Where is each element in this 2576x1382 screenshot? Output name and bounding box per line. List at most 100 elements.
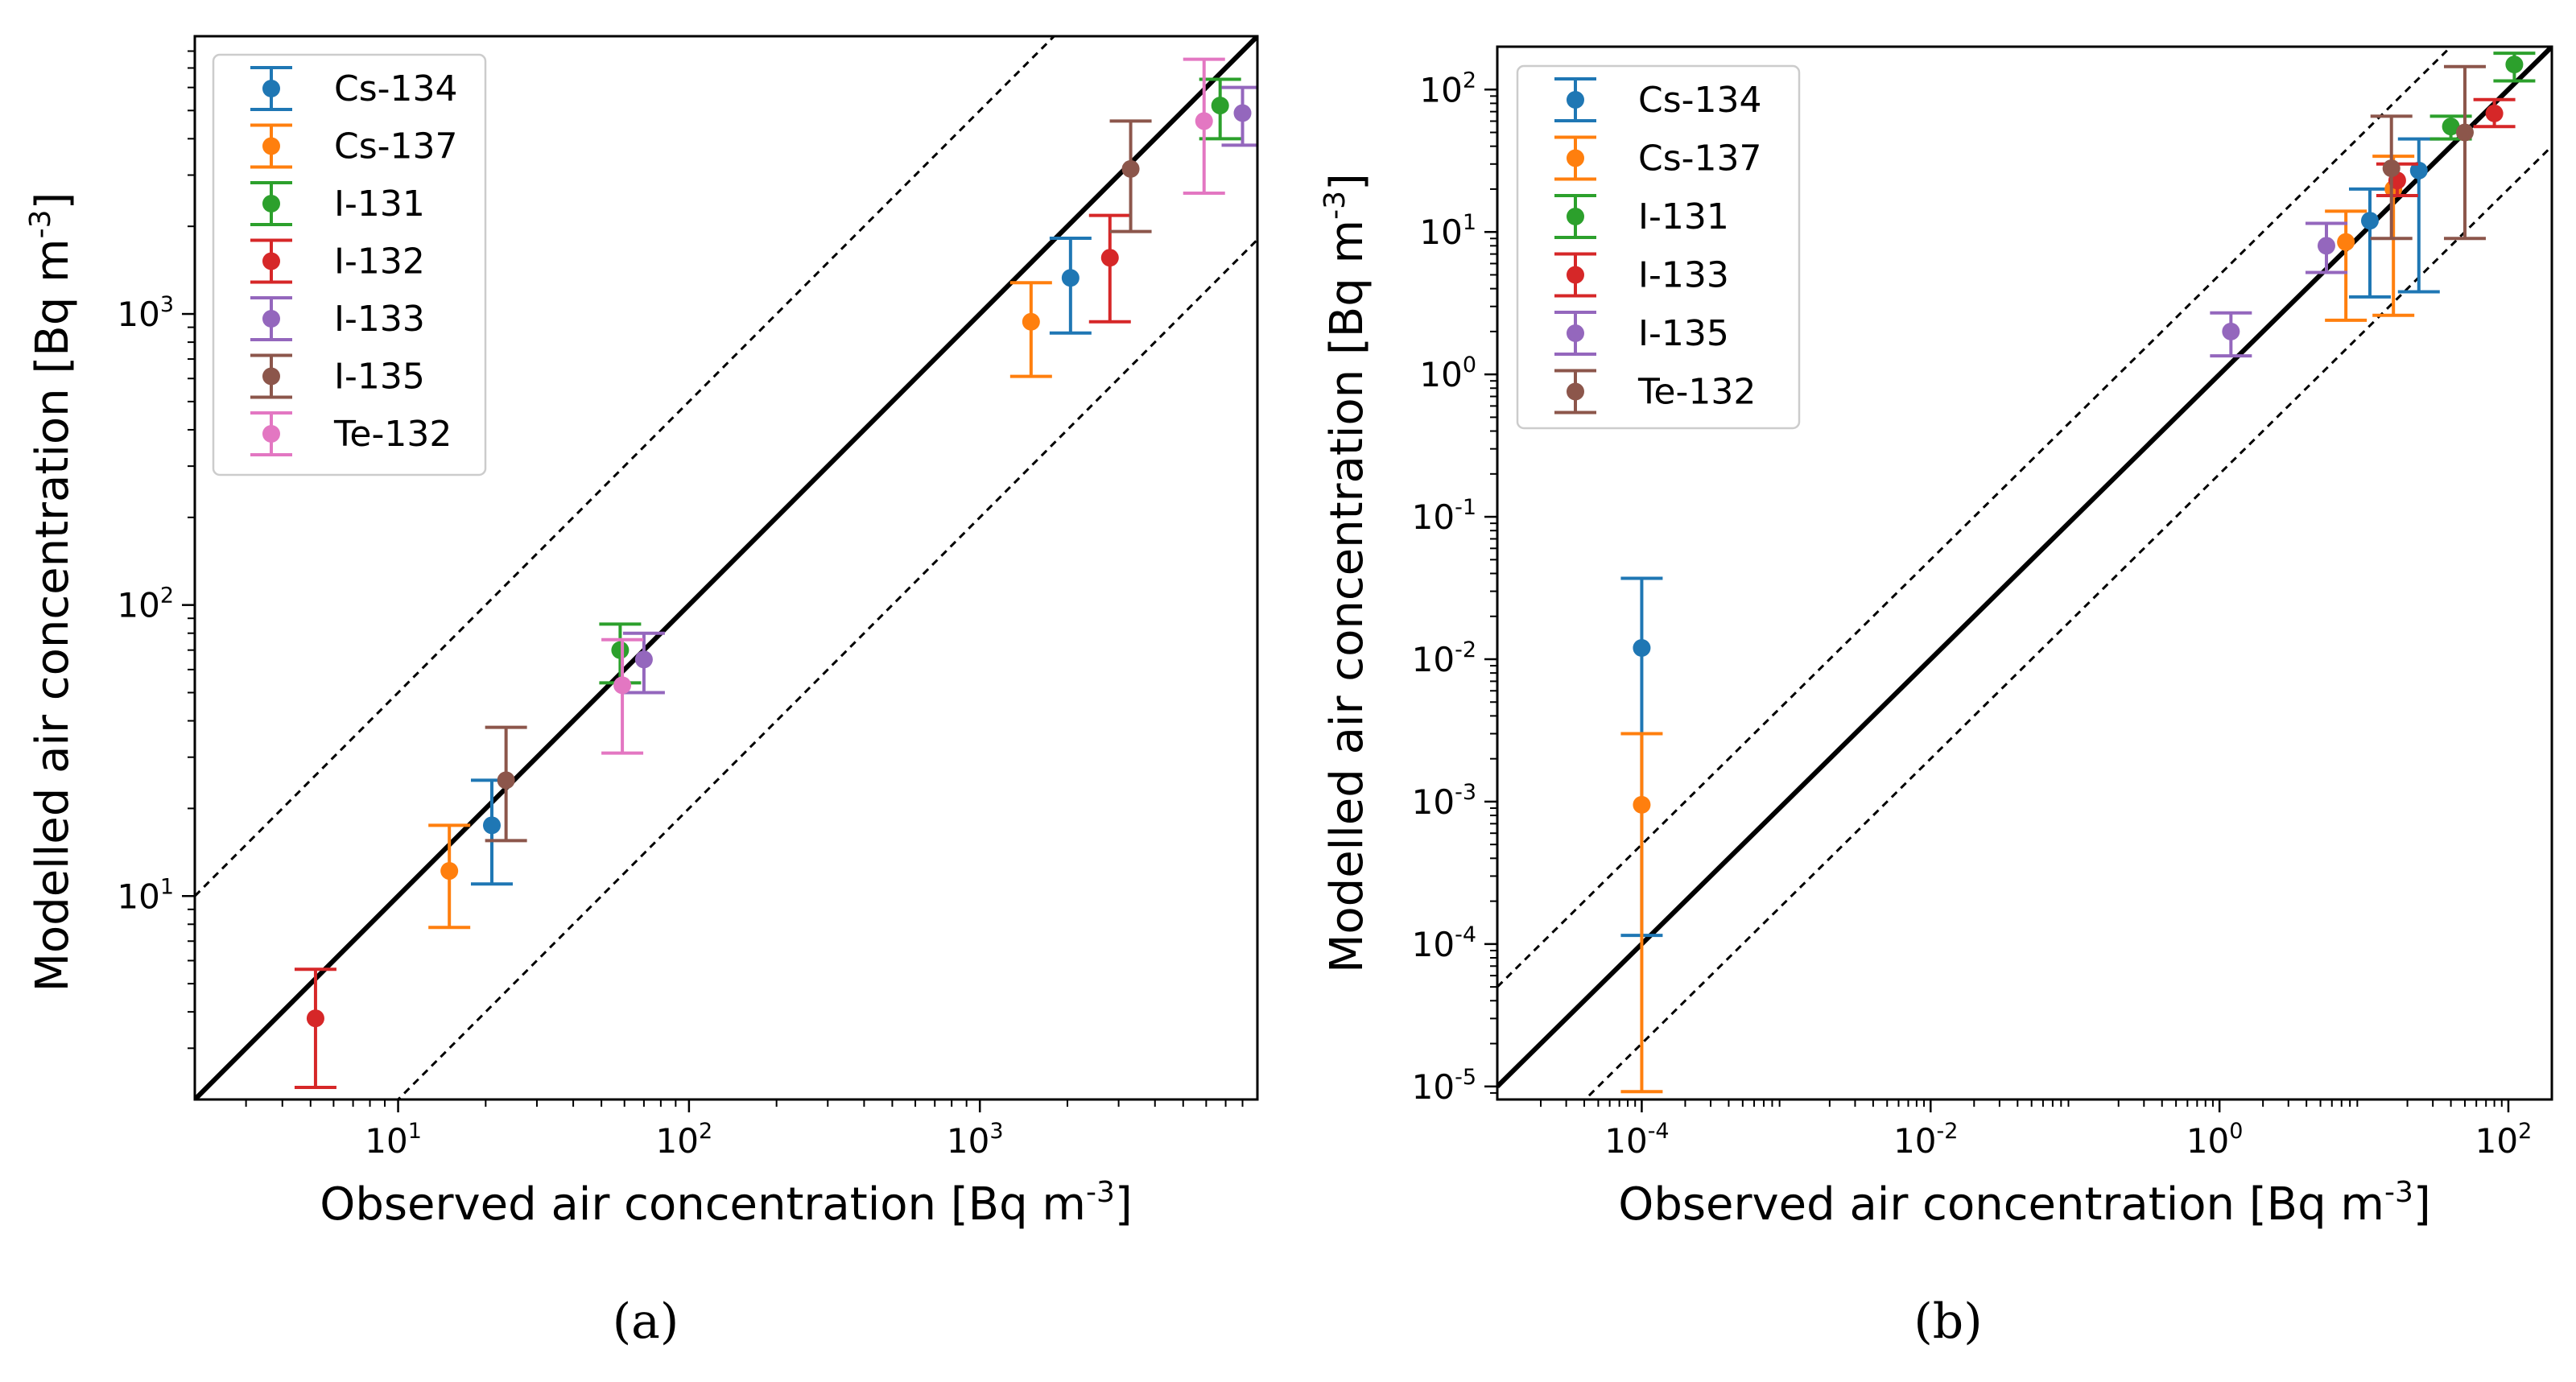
y-tick-base: 10 [1412,1067,1455,1107]
data-point [2222,322,2240,340]
legend-marker [1567,91,1584,109]
legend-label: Te-132 [333,414,452,455]
legend-item: I-133 [1554,252,1729,298]
y-axis-label-exponent: -3 [24,209,57,238]
y-tick-exponent: -2 [1455,637,1476,662]
x-axis-label-close: ] [1115,1178,1133,1231]
legend-marker [1567,324,1584,342]
y-tick-label: 10-4 [1412,922,1476,964]
x-tick-label: 102 [656,1119,713,1161]
x-tick-exponent: 3 [989,1119,1003,1144]
x-tick-base: 10 [1893,1121,1936,1161]
x-tick-exponent: -4 [1648,1119,1670,1144]
x-tick-exponent: 1 [408,1119,422,1144]
x-axis-label-close: ] [2413,1178,2431,1231]
series-i-135 [485,119,1152,843]
legend: Cs-134 Cs-137 I-131 I-132 I-133 I-135 Te-132 [212,53,487,476]
x-tick-label: 10-4 [1604,1119,1669,1161]
y-tick-base: 10 [1412,640,1455,679]
y-axis-label-close: ] [1321,173,1373,191]
data-point [497,771,515,790]
x-tick-label: 100 [2186,1119,2244,1161]
y-tick-base: 10 [1412,782,1455,822]
legend-marker [262,425,280,443]
legend-item: Te-132 [1554,369,1756,415]
series-cs-134 [470,237,1092,886]
data-point [1022,312,1040,331]
y-tick-exponent: -1 [1455,495,1476,520]
data-point [611,641,630,659]
x-tick-label: 10-2 [1893,1119,1958,1161]
y-tick-exponent: 3 [160,292,174,317]
legend-item: I-131 [250,181,425,226]
y-tick-label: 101 [1419,210,1476,252]
y-tick-base: 10 [1412,925,1455,964]
series-cs-137 [428,281,1052,930]
data-point [2505,56,2524,74]
legend-marker [262,195,280,212]
y-tick-base: 10 [117,877,159,916]
y-tick-label: 10-2 [1412,637,1476,679]
legend-marker [1567,208,1584,225]
y-tick-base: 10 [1419,70,1462,109]
y-tick-exponent: 2 [1463,68,1476,93]
legend-marker [262,252,280,270]
x-axis-label: Observed air concentration [Bq m-3] [1618,1176,2431,1231]
data-point [1633,795,1651,814]
legend-label: Cs-137 [1638,138,1762,179]
y-axis-label-close: ] [27,192,79,210]
panel-label: (a) [613,1293,679,1350]
legend-item: I-131 [1554,194,1729,239]
y-tick-label: 101 [117,874,174,916]
y-tick-label: 103 [117,292,174,334]
y-tick-exponent: -3 [1455,780,1476,805]
x-axis-label-exponent: -3 [1086,1176,1115,1209]
y-tick-base: 10 [1412,497,1455,537]
series-i-133 [622,85,1257,695]
y-axis-label-text: Modelled air concentration [Bq m [1321,220,1373,973]
axes-frame [193,35,1259,1101]
data-point [2485,104,2504,122]
data-point [1121,159,1140,178]
x-axis-label-text: Observed air concentration [Bq m [320,1178,1086,1231]
data-point [1061,269,1080,287]
legend-item: Cs-134 [1554,77,1762,122]
legend-item: Cs-134 [250,66,458,111]
series-i-135 [2210,221,2347,358]
x-tick-label: 102 [2475,1119,2533,1161]
y-tick-label: 10-5 [1412,1065,1476,1107]
series-i-132 [294,213,1131,1090]
y-tick-base: 10 [117,295,159,334]
legend-marker [1567,149,1584,167]
legend-label: I-135 [1638,313,1729,354]
legend-label: I-135 [334,357,425,398]
x-tick-base: 10 [2475,1121,2518,1161]
y-tick-exponent: 2 [160,584,174,608]
x-tick-label: 103 [947,1119,1004,1161]
data-point [1211,97,1229,115]
x-axis-label-text: Observed air concentration [Bq m [1618,1178,2384,1231]
series-i-133 [2376,97,2516,198]
legend-label: Cs-134 [334,68,458,109]
factor-0.2-line [1583,145,2552,1099]
data-point [2382,159,2401,178]
x-axis-label: Observed air concentration [Bq m-3] [320,1176,1133,1231]
legend-marker [262,137,280,155]
y-tick-exponent: 1 [160,874,174,899]
legend-marker [1567,382,1584,401]
y-axis-label-exponent: -3 [1319,191,1352,220]
series-i-131 [2429,52,2536,141]
data-point [2337,233,2355,251]
data-point [1233,104,1252,122]
legend-marker [262,367,280,386]
legend-item: I-132 [250,238,425,284]
y-tick-label: 10-3 [1412,780,1476,822]
legend-marker [1567,266,1584,284]
x-tick-base: 10 [656,1121,699,1161]
series-i-131 [599,77,1241,685]
y-tick-exponent: -4 [1455,922,1476,947]
x-tick-base: 10 [365,1121,407,1161]
x-tick-base: 10 [1604,1121,1647,1161]
data-point [2442,118,2460,136]
